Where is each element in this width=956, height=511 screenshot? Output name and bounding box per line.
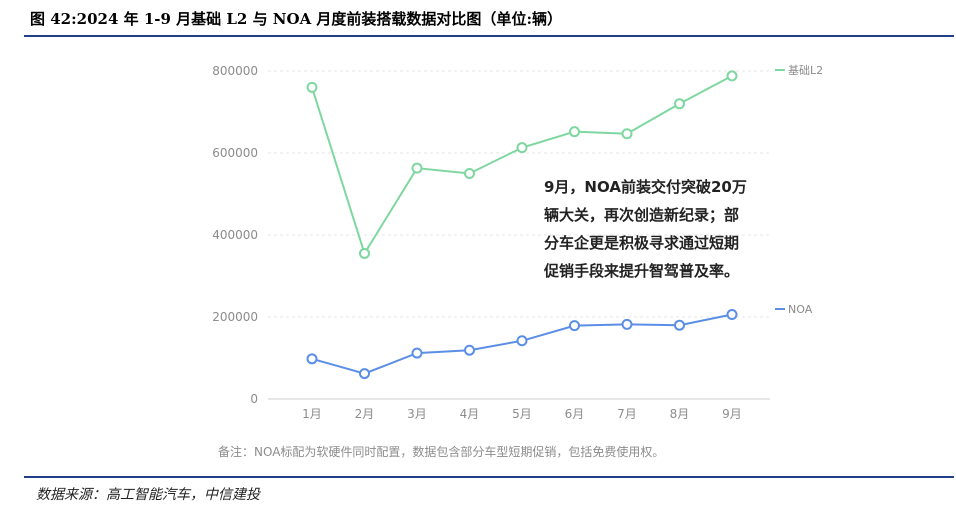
annotation-line: 促销手段来提升智驾普及率。 — [543, 262, 739, 280]
data-point-l2 — [674, 98, 685, 110]
data-point-l2 — [569, 126, 580, 138]
data-point-noa — [306, 353, 318, 365]
y-tick-label: 0 — [250, 392, 258, 406]
x-tick-label: 4月 — [460, 407, 480, 421]
series-line-l2 — [311, 75, 733, 256]
data-point-noa — [621, 318, 633, 330]
x-tick-label: 8月 — [670, 407, 690, 421]
annotation-line: 9月，NOA前装交付突破20万 — [544, 178, 747, 196]
chart-footnote: 备注：NOA标配为软硬件同时配置，数据包含部分车型短期促销，包括免费使用权。 — [218, 444, 664, 459]
data-point-noa — [359, 368, 370, 380]
data-point-l2 — [516, 142, 528, 154]
x-tick-label: 9月 — [722, 407, 742, 421]
y-tick-label: 800000 — [212, 64, 258, 78]
legend-label-noa: NOA — [788, 303, 813, 316]
x-tick-label: 2月 — [355, 407, 375, 421]
data-point-noa — [516, 335, 528, 347]
data-point-l2 — [411, 162, 423, 174]
annotation-line: 辆大关，再次创造新纪录；部 — [544, 206, 739, 224]
y-tick-label: 200000 — [212, 310, 258, 324]
x-tick-label: 6月 — [565, 407, 585, 421]
data-point-noa — [464, 344, 475, 356]
legend-label-l2: 基础L2 — [788, 64, 823, 77]
data-point-l2 — [306, 81, 318, 93]
data-source: 数据来源：高工智能汽车，中信建投 — [36, 487, 260, 503]
data-point-l2 — [359, 247, 370, 259]
title-divider — [24, 35, 954, 37]
annotation-line: 分车企更是积极寻求通过短期 — [544, 234, 739, 252]
x-tick-label: 1月 — [302, 407, 322, 421]
data-point-noa — [674, 319, 685, 331]
y-tick-label: 600000 — [212, 146, 258, 160]
x-tick-label: 3月 — [407, 407, 427, 421]
data-point-noa — [411, 347, 423, 359]
footer-divider — [24, 476, 954, 478]
data-point-l2 — [726, 70, 738, 82]
x-tick-label: 5月 — [512, 407, 532, 421]
chart-title: 图 42:2024 年 1-9 月基础 L2 与 NOA 月度前装搭载数据对比图… — [30, 10, 562, 28]
data-point-noa — [726, 309, 738, 321]
data-point-l2 — [621, 128, 633, 140]
data-point-l2 — [464, 168, 475, 179]
y-tick-label: 400000 — [212, 228, 258, 242]
data-point-noa — [569, 320, 580, 332]
x-tick-label: 7月 — [617, 407, 637, 421]
